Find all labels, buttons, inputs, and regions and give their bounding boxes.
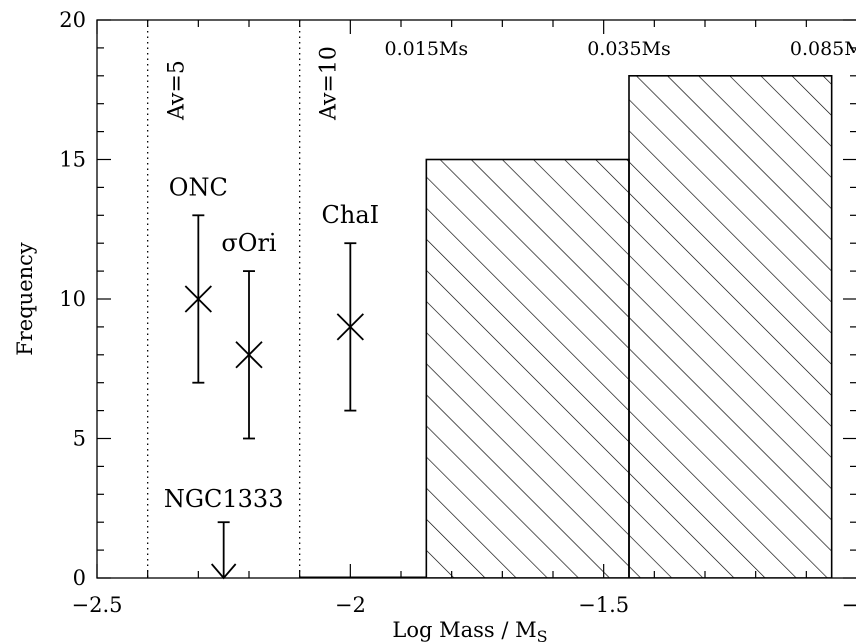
av-threshold-lines: Av=5 Av=10 — [147, 20, 342, 578]
top-mass-label: 0.085Ms — [790, 38, 856, 60]
point-label: ONC — [169, 173, 228, 201]
y-tick-label: 5 — [73, 427, 86, 451]
cross-marker — [336, 313, 364, 341]
point-label: ChaI — [322, 201, 380, 229]
cross-marker — [184, 285, 212, 313]
y-tick-label: 10 — [59, 287, 86, 311]
top-mass-labels: 0.015Ms 0.035Ms 0.085Ms — [385, 38, 856, 60]
x-tick-label: −2 — [335, 593, 366, 617]
data-point: ONC — [169, 173, 228, 384]
data-point: σOri — [221, 229, 277, 440]
cross-marker — [235, 341, 263, 369]
x-axis-label-main: Log Mass / M — [392, 618, 536, 642]
data-point: ChaI — [322, 201, 380, 412]
x-tick-label: −2.5 — [72, 593, 123, 617]
y-tick-label: 20 — [59, 8, 86, 32]
x-axis-label: Log Mass / MS — [392, 618, 547, 643]
point-label: σOri — [221, 229, 277, 257]
av-label: Av=5 — [165, 60, 190, 121]
y-axis-label: Frequency — [13, 242, 37, 356]
top-mass-label: 0.015Ms — [385, 38, 469, 60]
limit-arrow-head — [210, 563, 237, 580]
upper-limits: NGC1333 — [164, 485, 284, 580]
y-tick-label: 0 — [73, 566, 86, 590]
x-tick-label: −1.5 — [578, 593, 629, 617]
histogram-bars — [299, 75, 833, 579]
top-mass-label: 0.035Ms — [587, 38, 671, 60]
histogram-bar — [628, 75, 833, 578]
y-tick-label: 15 — [59, 148, 86, 172]
axis-ticks: −2.5 −2 −1.5 −1 0 5 10 15 20 — [59, 8, 856, 617]
limit-label: NGC1333 — [164, 485, 284, 513]
av-label: Av=10 — [317, 46, 342, 121]
histogram-bar — [425, 158, 630, 578]
upper-limit: NGC1333 — [164, 485, 284, 580]
data-points: ONC σOri ChaI — [169, 173, 380, 440]
x-tick-label: −1 — [842, 593, 856, 617]
x-axis-label-subscript: S — [537, 627, 548, 643]
